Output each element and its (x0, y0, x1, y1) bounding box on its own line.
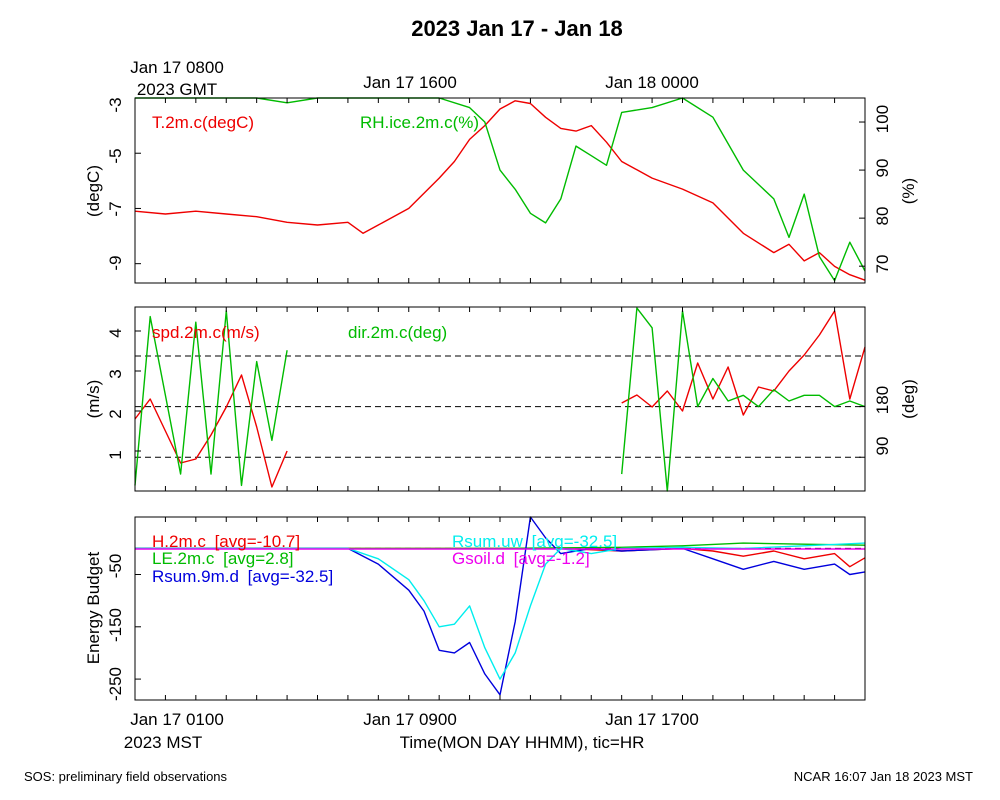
speed-ytick-label: 2 (106, 409, 125, 418)
temperature-panel-ticks (135, 97, 865, 283)
series-line-1-1 (134, 100, 866, 281)
x-axis-title: Time(MON DAY HHMM), tic=HR (400, 733, 645, 752)
wind-panel-series (134, 307, 866, 492)
temperature-ytick-label: -9 (106, 255, 125, 270)
energy-panel-ticks (135, 517, 836, 700)
energy-ytick-label: -250 (106, 667, 125, 701)
legend-soil-heat: Gsoil.d [avg=-1.2] (452, 549, 590, 568)
legend-sensible-heat-name: H.2m.c (152, 532, 206, 551)
legend-sensible-heat: H.2m.c [avg=-10.7] (152, 532, 300, 551)
top-axis-label-3: Jan 18 0000 (605, 73, 699, 92)
legend-rsum-uw: Rsum.uw [avg=-32.5] (452, 532, 617, 551)
temperature-axis-label: (degC) (84, 165, 103, 217)
series-line-3-4 (135, 542, 866, 680)
series-line-2-2-seg1 (134, 310, 288, 487)
legend-rsum-uw-avg: [avg=-32.5] (532, 532, 618, 551)
direction-ytick-label: 180 (873, 386, 892, 414)
speed-ytick-label: 1 (106, 450, 125, 459)
energy-ytick-label: -50 (106, 554, 125, 579)
series-line-3-3 (135, 516, 866, 696)
wind-panel-grid (135, 355, 865, 458)
series-line-2-1-seg1 (134, 374, 288, 488)
footer-right-note: NCAR 16:07 Jan 18 2023 MST (794, 769, 973, 784)
legend-rh-ice: RH.ice.2m.c(%) (360, 113, 479, 132)
legend-rsum-9m-avg: [avg=-32.5] (248, 567, 334, 586)
rh-axis-label: (%) (899, 178, 918, 204)
legend-rsum-uw-name: Rsum.uw (452, 532, 524, 551)
bottom-axis-label-2: Jan 17 0900 (363, 710, 457, 729)
energy-panel-series (135, 516, 866, 696)
speed-axis-label: (m/s) (84, 380, 103, 419)
rh-ytick-label: 80 (873, 207, 892, 226)
legend-temperature: T.2m.c(degC) (152, 113, 254, 132)
rh-ytick-label: 90 (873, 159, 892, 178)
temperature-ytick-label: -7 (106, 201, 125, 216)
wind-panel-ticks (135, 307, 865, 491)
legend-sensible-heat-avg: [avg=-10.7] (215, 532, 301, 551)
temperature-panel: -3 -5 -7 -9 100 90 80 70 (degC) (%) T.2m… (84, 97, 918, 284)
chart-title: 2023 Jan 17 - Jan 18 (411, 16, 623, 41)
legend-wind-direction: dir.2m.c(deg) (348, 323, 447, 342)
legend-latent-heat: LE.2m.c [avg=2.8] (152, 549, 294, 568)
speed-ytick-label: 4 (106, 328, 125, 337)
top-axis-label-2: Jan 17 1600 (363, 73, 457, 92)
rh-ytick-label: 100 (873, 105, 892, 133)
bottom-axis-label-1: Jan 17 0100 (130, 710, 224, 729)
legend-wind-speed: spd.2m.c(m/s) (152, 323, 260, 342)
speed-ytick-label: 3 (106, 369, 125, 378)
temperature-ytick-label: -3 (106, 97, 125, 112)
legend-latent-heat-avg: [avg=2.8] (223, 549, 293, 568)
direction-ytick-label: 90 (873, 437, 892, 456)
direction-axis-label: (deg) (899, 379, 918, 419)
energy-axis-label: Energy Budget (84, 551, 103, 664)
rh-ytick-label: 70 (873, 255, 892, 274)
bottom-axis-label-3: Jan 17 1700 (605, 710, 699, 729)
bottom-axis-mst-label: 2023 MST (124, 733, 202, 752)
legend-rsum-9m: Rsum.9m.d [avg=-32.5] (152, 567, 333, 586)
legend-soil-heat-avg: [avg=-1.2] (514, 549, 590, 568)
legend-soil-heat-name: Gsoil.d (452, 549, 505, 568)
temperature-ytick-label: -5 (106, 148, 125, 163)
energy-panel: -50 -150 -250 Energy Budget H.2m.c [avg=… (84, 516, 866, 701)
top-axis-label-1: Jan 17 0800 (130, 58, 224, 77)
series-line-2-1-seg2 (621, 310, 866, 416)
series-line-2-2-seg2 (621, 307, 866, 492)
wind-panel: 1 2 3 4 90 180 (m/s) (deg) spd.2m.c(m/s)… (84, 306, 918, 492)
legend-rsum-9m-name: Rsum.9m.d (152, 567, 239, 586)
footer-left-note: SOS: preliminary field observations (24, 769, 228, 784)
legend-latent-heat-name: LE.2m.c (152, 549, 215, 568)
energy-ytick-label: -150 (106, 608, 125, 642)
top-axis-gmt-label: 2023 GMT (137, 80, 217, 99)
